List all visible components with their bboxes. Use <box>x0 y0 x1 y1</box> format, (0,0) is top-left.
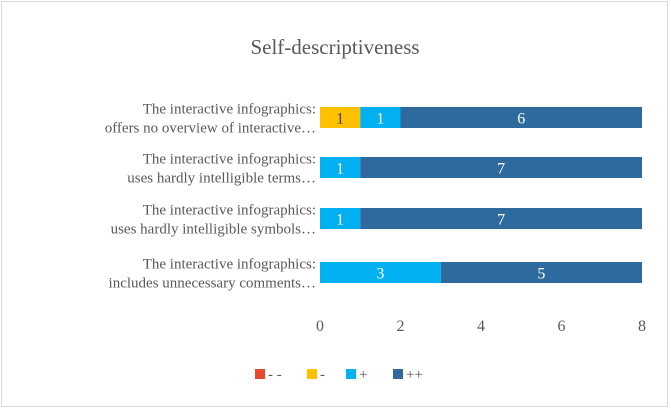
bar-segment <box>320 208 361 229</box>
data-label: 7 <box>497 212 505 229</box>
category-label: The interactive infographics: uses hardly… <box>127 152 316 187</box>
bar-segment <box>320 262 441 283</box>
bars: 1 1 61 71 73 5 <box>320 107 642 283</box>
legend-swatch <box>393 369 403 379</box>
legend-label: - - <box>268 367 282 383</box>
bar-segment <box>320 107 361 128</box>
legend-swatch <box>346 369 356 379</box>
legend-label: + <box>359 367 367 383</box>
legend-label: - <box>320 367 325 383</box>
legend-swatch <box>307 369 317 379</box>
category-label: The interactive infographics: offers no o… <box>105 102 316 137</box>
bar-segment <box>440 262 642 283</box>
bar-segment <box>360 208 642 229</box>
category-labels: The interactive infographics: offers no o… <box>105 102 316 292</box>
bar-segment <box>320 157 361 178</box>
data-label: 6 <box>517 111 525 128</box>
legend: - - - + ++ <box>255 367 423 383</box>
data-label: 3 <box>376 266 384 283</box>
data-label: 5 <box>537 266 545 283</box>
category-label: The interactive infographics: uses hardly… <box>111 203 316 238</box>
category-label: The interactive infographics: includes un… <box>109 257 316 292</box>
x-tick-label: 2 <box>397 318 405 335</box>
x-tick-label: 0 <box>316 318 324 335</box>
legend-swatch <box>255 369 265 379</box>
x-tick-label: 8 <box>638 318 646 335</box>
data-label: 7 <box>497 161 505 178</box>
x-axis-ticks: 0 2 4 6 8 <box>316 318 646 335</box>
bar-segment <box>360 107 401 128</box>
x-tick-label: 6 <box>558 318 566 335</box>
bar-segment <box>360 157 642 178</box>
data-label: 1 <box>336 111 344 128</box>
bar-segment <box>400 107 642 128</box>
legend-label: ++ <box>406 367 423 383</box>
data-label: 1 <box>376 111 384 128</box>
data-label: 1 <box>336 212 344 229</box>
chart-title: Self-descriptiveness <box>250 35 419 59</box>
data-label: 1 <box>336 161 344 178</box>
x-tick-label: 4 <box>477 318 485 335</box>
